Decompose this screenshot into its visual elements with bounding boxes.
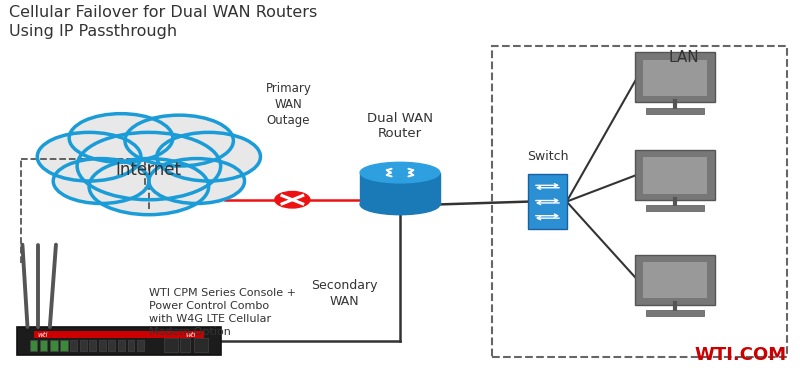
- FancyBboxPatch shape: [127, 340, 134, 351]
- FancyBboxPatch shape: [60, 340, 68, 351]
- FancyBboxPatch shape: [643, 60, 707, 97]
- Circle shape: [54, 159, 149, 204]
- FancyBboxPatch shape: [109, 340, 115, 351]
- FancyBboxPatch shape: [646, 205, 704, 211]
- FancyBboxPatch shape: [646, 310, 704, 316]
- Circle shape: [125, 115, 234, 166]
- Circle shape: [275, 192, 310, 208]
- FancyBboxPatch shape: [50, 340, 58, 351]
- Text: Dual WAN
Router: Dual WAN Router: [367, 112, 433, 140]
- Text: wti: wti: [186, 331, 196, 337]
- Text: Switch: Switch: [526, 150, 568, 163]
- FancyBboxPatch shape: [646, 108, 704, 113]
- Ellipse shape: [360, 162, 440, 183]
- Circle shape: [89, 159, 209, 215]
- Text: WTI.COM: WTI.COM: [694, 346, 786, 365]
- Text: Primary
WAN
Outage: Primary WAN Outage: [266, 82, 311, 127]
- FancyBboxPatch shape: [164, 338, 178, 352]
- FancyBboxPatch shape: [634, 52, 715, 103]
- FancyBboxPatch shape: [643, 158, 707, 194]
- FancyBboxPatch shape: [137, 340, 144, 351]
- Polygon shape: [360, 173, 440, 204]
- Text: wti: wti: [38, 331, 48, 337]
- FancyBboxPatch shape: [528, 175, 566, 229]
- FancyBboxPatch shape: [80, 340, 86, 351]
- Text: WTI CPM Series Console +
Power Control Combo
with W4G LTE Cellular
Modem Option: WTI CPM Series Console + Power Control C…: [149, 288, 296, 337]
- FancyBboxPatch shape: [180, 338, 190, 352]
- FancyBboxPatch shape: [40, 340, 47, 351]
- Text: Internet: Internet: [116, 161, 182, 179]
- Circle shape: [149, 159, 245, 204]
- FancyBboxPatch shape: [18, 327, 221, 355]
- Circle shape: [77, 132, 221, 200]
- FancyBboxPatch shape: [643, 262, 707, 299]
- FancyBboxPatch shape: [634, 150, 715, 200]
- FancyBboxPatch shape: [634, 254, 715, 305]
- FancyBboxPatch shape: [99, 340, 106, 351]
- FancyBboxPatch shape: [70, 340, 77, 351]
- Circle shape: [38, 132, 141, 181]
- Text: LAN: LAN: [668, 50, 698, 65]
- Circle shape: [157, 132, 261, 181]
- Ellipse shape: [360, 194, 440, 215]
- FancyBboxPatch shape: [34, 331, 204, 338]
- FancyBboxPatch shape: [30, 340, 38, 351]
- Text: Secondary
WAN: Secondary WAN: [311, 279, 378, 308]
- Circle shape: [69, 113, 173, 162]
- FancyBboxPatch shape: [90, 340, 96, 351]
- FancyBboxPatch shape: [194, 338, 209, 352]
- Text: Cellular Failover for Dual WAN Routers
Using IP Passthrough: Cellular Failover for Dual WAN Routers U…: [10, 5, 318, 39]
- FancyBboxPatch shape: [118, 340, 125, 351]
